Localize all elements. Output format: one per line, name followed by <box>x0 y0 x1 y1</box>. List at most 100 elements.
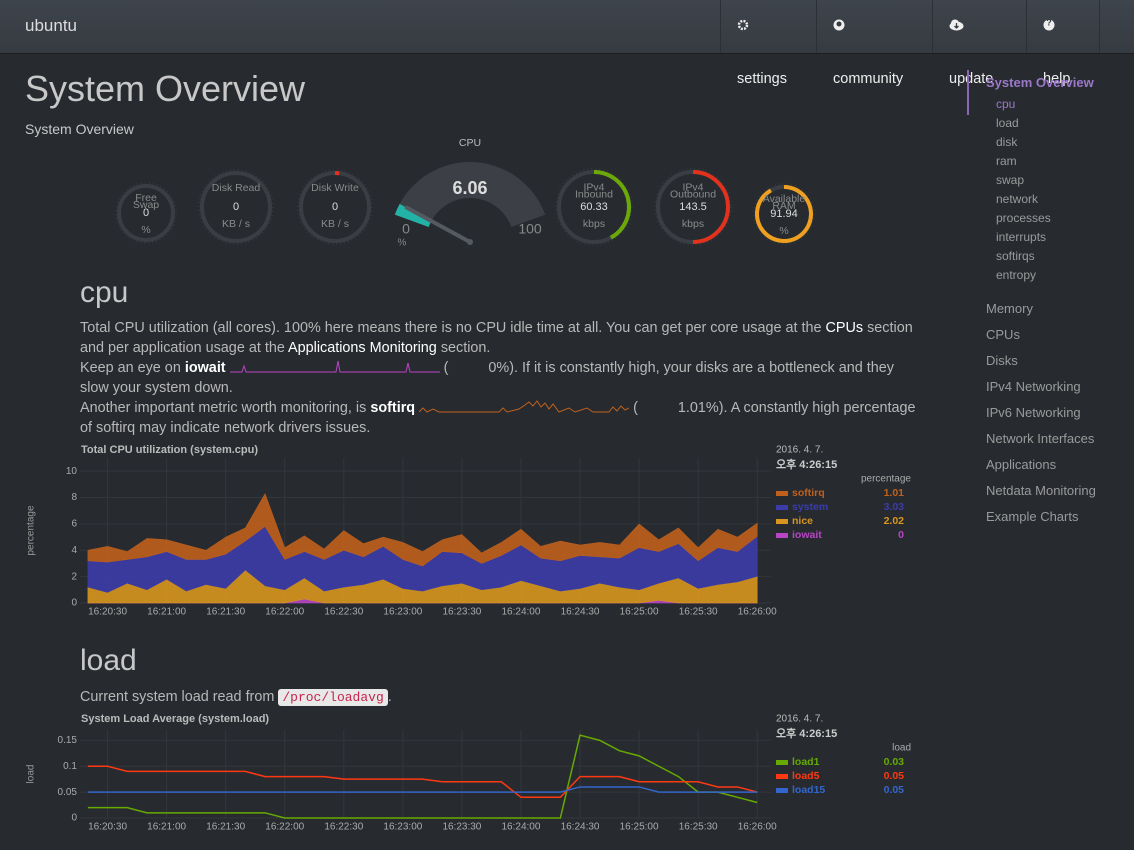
brand[interactable]: ubuntu <box>25 16 77 35</box>
icon <box>833 19 845 31</box>
gauge-value: 91.94 <box>770 208 798 220</box>
legend-name: load15 <box>792 784 825 796</box>
x-tick-label: 16:23:00 <box>383 822 422 833</box>
icon <box>949 19 964 31</box>
gauge-title: CPU <box>459 137 481 149</box>
gauge-ticks <box>115 182 177 244</box>
gauge-ticks <box>654 168 732 246</box>
nav-help[interactable]: ? help <box>1026 0 1100 87</box>
gauge-arc <box>692 170 730 244</box>
gauge-max: 100 <box>518 221 542 237</box>
text: section. <box>436 340 491 356</box>
text: ( <box>633 400 638 416</box>
sidebar-child[interactable]: disk <box>996 135 1018 149</box>
link[interactable]: CPUs <box>825 320 864 336</box>
sidebar-item[interactable]: CPUs <box>986 327 1020 342</box>
text: section and per application usage at the <box>80 320 913 356</box>
gauge-title: Outbound <box>670 189 716 201</box>
gauge-value: 6.06 <box>452 178 487 198</box>
text: ( <box>443 360 449 376</box>
y-tick-label: 0.15 <box>58 735 78 746</box>
gauge-title: Inbound <box>575 189 613 201</box>
area <box>87 493 758 567</box>
gauge-units: % <box>779 225 788 237</box>
sidebar-item[interactable]: IPv4 Networking <box>986 379 1081 394</box>
legend-name: nice <box>792 515 813 527</box>
x-tick-label: 16:20:30 <box>88 607 127 618</box>
y-tick-label: 0 <box>71 813 77 824</box>
gauge-units: KB / s <box>222 218 250 230</box>
sidebar-child[interactable]: ram <box>996 154 1017 168</box>
x-tick-label: 16:24:30 <box>561 822 600 833</box>
sparkline <box>229 360 440 373</box>
legend-date: 2016. 4. 7. <box>776 714 823 725</box>
navbar: ubuntu settings community update ? help <box>0 0 1134 87</box>
legend-name: iowait <box>792 529 822 541</box>
section-description: Current system load read from /proc/load… <box>80 687 920 708</box>
sidebar-child[interactable]: processes <box>996 211 1051 225</box>
section-heading: cpu <box>80 276 129 309</box>
legend-units: load <box>892 743 911 754</box>
y-tick-label: 0.05 <box>58 787 78 798</box>
sidebar-child[interactable]: swap <box>996 173 1025 187</box>
gauge-title: IPv4 <box>682 182 703 194</box>
gauge-title: Free <box>135 192 157 204</box>
x-tick-label: 16:23:30 <box>442 607 481 618</box>
line <box>87 734 758 819</box>
sidebar-item[interactable]: Applications <box>986 457 1057 472</box>
sparkline <box>419 400 630 413</box>
gauge-units: % <box>398 238 407 249</box>
sidebar-item[interactable]: Memory <box>986 301 1033 316</box>
legend-swatch <box>776 760 788 765</box>
sidebar-child[interactable]: network <box>996 192 1039 206</box>
legend-name: system <box>792 501 828 513</box>
legend-value: 2.02 <box>884 515 905 527</box>
legend-value: 0.05 <box>884 770 905 782</box>
legend-swatch <box>776 774 788 779</box>
legend-swatch <box>776 491 788 496</box>
sidebar-item[interactable]: Network Interfaces <box>986 431 1095 446</box>
y-tick-label: 10 <box>66 466 78 477</box>
gauge-units: KB / s <box>321 218 349 230</box>
sidebar-item[interactable]: Example Charts <box>986 509 1079 524</box>
x-tick-label: 16:21:00 <box>147 822 186 833</box>
sidebar-child[interactable]: entropy <box>996 268 1037 282</box>
metric-name: softirq <box>370 400 416 416</box>
y-tick-label: 2 <box>71 571 77 582</box>
nav-label: update <box>949 71 994 87</box>
gauge-ring <box>117 184 175 242</box>
legend-value: 3.03 <box>884 501 905 513</box>
nav-settings[interactable]: settings <box>720 0 817 87</box>
gauge-value: 0 <box>143 207 149 219</box>
gauge-title: Swap <box>133 199 159 211</box>
x-tick-label: 16:22:00 <box>265 607 304 618</box>
legend-name: softirq <box>792 487 825 499</box>
x-tick-label: 16:24:00 <box>502 822 541 833</box>
gauge-value: 60.33 <box>580 201 608 213</box>
gauge-title: IPv4 <box>583 182 604 194</box>
gauge-value: 143.5 <box>679 201 707 213</box>
gauge-value: 0 <box>233 201 239 213</box>
x-tick-label: 16:22:00 <box>265 822 304 833</box>
sidebar-child[interactable]: cpu <box>996 97 1016 111</box>
sidebar-active[interactable]: System Overview <box>986 75 1094 90</box>
sidebar-item[interactable]: Disks <box>986 353 1018 368</box>
sidebar-item[interactable]: Netdata Monitoring <box>986 483 1096 498</box>
nav-community[interactable]: community <box>816 0 933 87</box>
legend-swatch <box>776 519 788 524</box>
y-tick-label: 0 <box>71 598 77 609</box>
link[interactable]: Applications Monitoring <box>288 340 437 356</box>
sidebar-child[interactable]: softirqs <box>996 249 1035 263</box>
text: . <box>387 689 392 705</box>
gauge-units: % <box>141 224 150 236</box>
sidebar-child[interactable]: load <box>996 116 1019 130</box>
legend-name: load1 <box>792 756 820 768</box>
sidebar-child[interactable]: interrupts <box>996 230 1047 244</box>
nav-update[interactable]: update <box>932 0 1027 87</box>
gauge-track <box>394 161 546 227</box>
legend-value: 0.05 <box>884 784 905 796</box>
sidebar-item[interactable]: IPv6 Networking <box>986 405 1081 420</box>
gauge-ring <box>200 171 272 243</box>
legend-date: 2016. 4. 7. <box>776 445 823 456</box>
